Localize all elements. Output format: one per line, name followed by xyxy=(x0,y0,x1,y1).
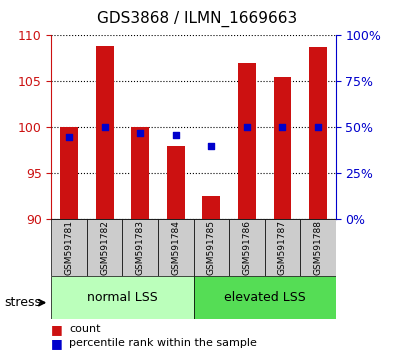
FancyBboxPatch shape xyxy=(51,276,194,319)
Text: percentile rank within the sample: percentile rank within the sample xyxy=(69,338,257,348)
Point xyxy=(102,125,108,130)
Bar xyxy=(167,146,184,219)
Bar xyxy=(131,126,149,219)
Bar xyxy=(274,77,292,219)
Bar xyxy=(96,46,114,219)
Text: normal LSS: normal LSS xyxy=(87,291,158,304)
FancyBboxPatch shape xyxy=(194,276,336,319)
Point xyxy=(66,134,72,139)
Text: GSM591781: GSM591781 xyxy=(65,220,73,275)
Text: GSM591788: GSM591788 xyxy=(314,220,322,275)
Text: GSM591787: GSM591787 xyxy=(278,220,287,275)
Text: ■: ■ xyxy=(51,323,63,336)
Point xyxy=(244,125,250,130)
Text: elevated LSS: elevated LSS xyxy=(224,291,305,304)
Point xyxy=(208,143,214,149)
FancyBboxPatch shape xyxy=(194,219,229,276)
Text: GSM591782: GSM591782 xyxy=(100,220,109,275)
Point xyxy=(137,130,143,136)
FancyBboxPatch shape xyxy=(158,219,194,276)
Point xyxy=(279,125,286,130)
FancyBboxPatch shape xyxy=(87,219,122,276)
Bar xyxy=(202,196,220,219)
FancyBboxPatch shape xyxy=(229,219,265,276)
Text: count: count xyxy=(69,324,101,334)
Bar xyxy=(60,127,78,219)
FancyBboxPatch shape xyxy=(265,219,300,276)
FancyBboxPatch shape xyxy=(51,219,87,276)
Text: GDS3868 / ILMN_1669663: GDS3868 / ILMN_1669663 xyxy=(98,11,297,27)
Text: stress: stress xyxy=(4,296,41,309)
Bar xyxy=(309,47,327,219)
FancyBboxPatch shape xyxy=(122,219,158,276)
Point xyxy=(173,132,179,138)
Bar xyxy=(238,63,256,219)
Point xyxy=(315,125,321,130)
Text: GSM591786: GSM591786 xyxy=(243,220,251,275)
Text: GSM591785: GSM591785 xyxy=(207,220,216,275)
Text: GSM591784: GSM591784 xyxy=(171,220,180,275)
FancyBboxPatch shape xyxy=(300,219,336,276)
Text: GSM591783: GSM591783 xyxy=(136,220,145,275)
Text: ■: ■ xyxy=(51,337,63,350)
